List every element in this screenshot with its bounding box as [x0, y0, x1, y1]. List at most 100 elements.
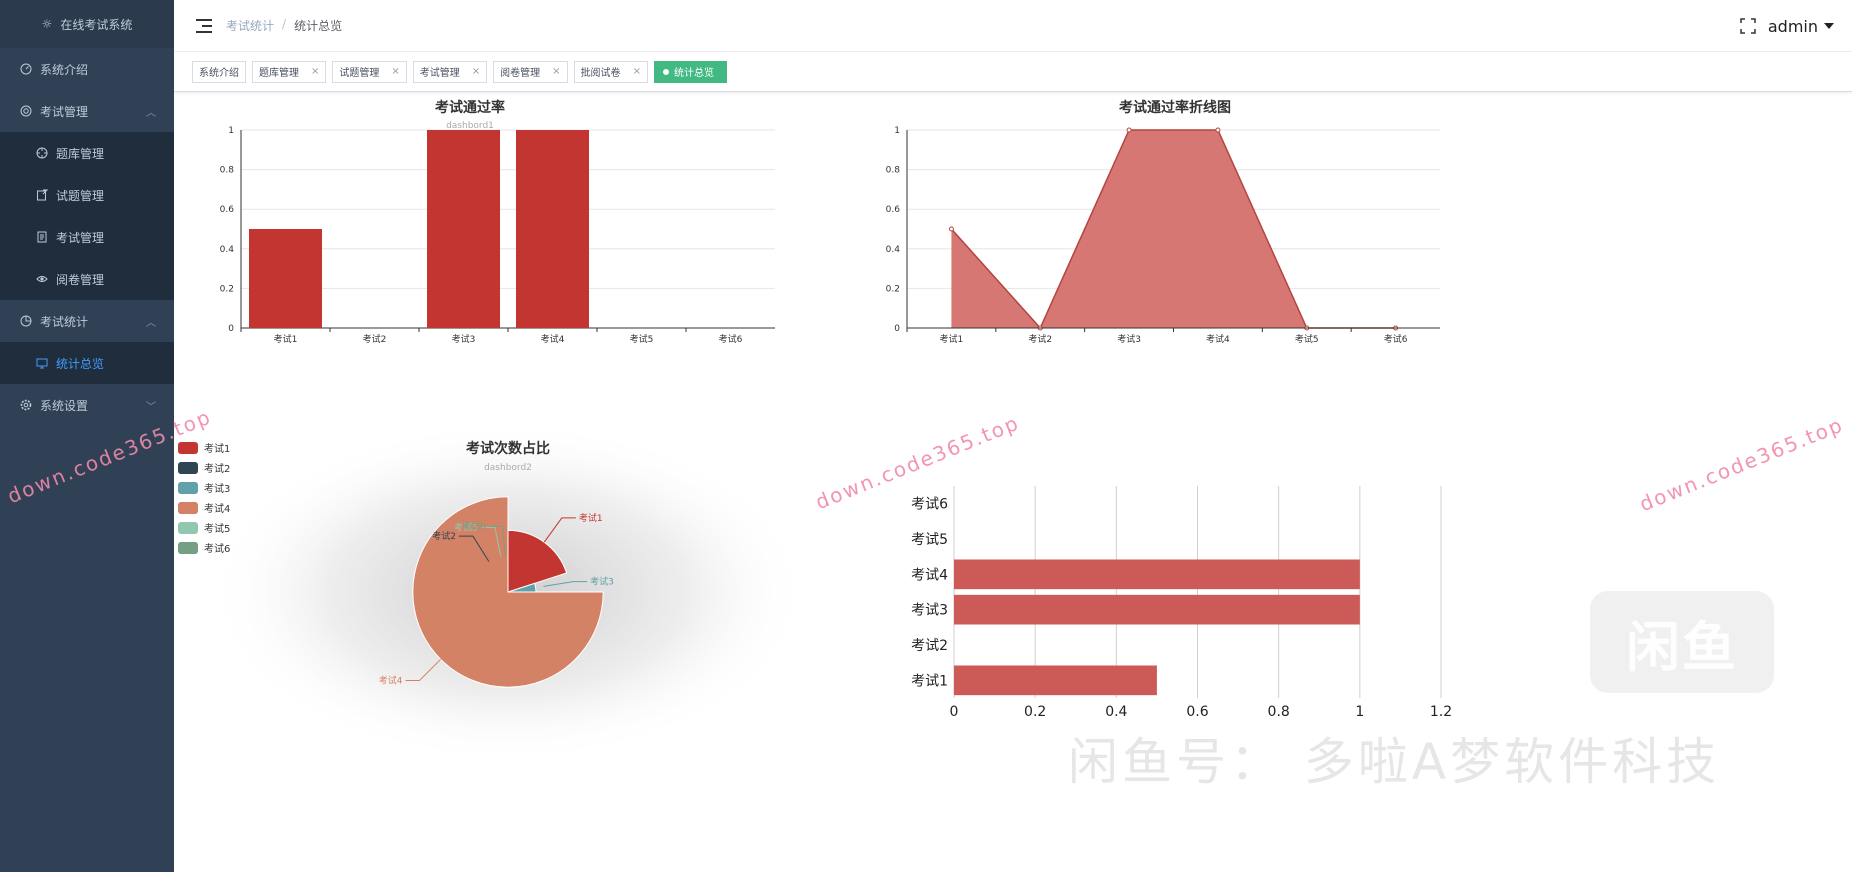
- slice-label: 考试5: [454, 521, 478, 533]
- legend-label: 考试1: [204, 442, 230, 455]
- tag-label: 系统介绍: [199, 68, 239, 79]
- close-icon[interactable]: ×: [311, 66, 320, 77]
- sidebar-item-8[interactable]: 系统设置 ﹀: [0, 384, 174, 426]
- x-tick-label: 考试4: [1206, 333, 1230, 345]
- sidebar-item-3[interactable]: 试题管理: [0, 174, 174, 216]
- user-dropdown[interactable]: admin: [1768, 17, 1834, 36]
- breadcrumb-current: 统计总览: [294, 19, 343, 33]
- sidebar-item-6[interactable]: 考试统计 ︿: [0, 300, 174, 342]
- data-point: [948, 226, 954, 232]
- sidebar-menu: 系统介绍 考试管理 ︿ 题库管理 试题管理 考试管理 阅卷管理 考试统计 ︿ 统计总览 系统设置 ﹀: [0, 48, 174, 426]
- x-tick-label: 考试4: [541, 333, 565, 345]
- tag-label: 批阅试卷: [580, 68, 621, 79]
- sidebar-item-4[interactable]: 考试管理: [0, 216, 174, 258]
- y-tick-label: 考试5: [911, 532, 948, 548]
- chart-subtitle: dashbord2: [484, 463, 532, 473]
- x-tick-label: 考试3: [452, 333, 476, 345]
- username: admin: [1767, 16, 1818, 36]
- tag-2[interactable]: 试题管理 ×: [332, 60, 407, 83]
- x-tick-label: 考试1: [940, 333, 964, 345]
- active-dot-icon: [662, 68, 669, 75]
- sidebar-item-label: 阅卷管理: [56, 272, 105, 287]
- bar: [249, 229, 322, 328]
- x-tick-label: 考试2: [363, 333, 387, 345]
- x-tick-label: 考试3: [1117, 333, 1141, 345]
- tag-label: 统计总览: [673, 68, 714, 79]
- tags-view: 系统介绍 题库管理 × 试题管理 × 考试管理 × 阅卷管理 × 批阅试卷 × 统计总览: [174, 52, 1852, 92]
- breadcrumb-separator: /: [282, 17, 287, 31]
- close-icon[interactable]: ×: [632, 66, 641, 77]
- sidebar-item-1[interactable]: 考试管理 ︿: [0, 90, 174, 132]
- breadcrumb-parent[interactable]: 考试统计: [226, 19, 275, 33]
- navbar: 考试统计 / 统计总览 admin: [174, 0, 1852, 52]
- y-tick-label: 0.8: [886, 166, 901, 176]
- sidebar-item-label: 试题管理: [56, 188, 105, 203]
- y-tick-label: 0.2: [886, 284, 900, 294]
- x-tick-label: 考试6: [1384, 333, 1408, 345]
- data-point: [1126, 127, 1132, 133]
- x-tick-label: 考试2: [1028, 333, 1052, 345]
- label-line: [543, 581, 588, 587]
- y-tick-label: 0.6: [220, 205, 235, 215]
- legend-swatch: [178, 482, 198, 494]
- x-tick-label: 0.6: [1186, 704, 1208, 720]
- x-tick-label: 1.2: [1430, 704, 1452, 720]
- label-line: [543, 517, 576, 543]
- gear-ring-icon: [20, 105, 32, 117]
- sidebar-item-0[interactable]: 系统介绍: [0, 48, 174, 90]
- tag-4[interactable]: 阅卷管理 ×: [493, 60, 568, 83]
- sidebar-item-label: 系统介绍: [40, 62, 89, 77]
- legend-label: 考试5: [204, 522, 230, 535]
- x-tick-label: 0.4: [1105, 704, 1127, 720]
- tag-3[interactable]: 考试管理 ×: [412, 60, 488, 83]
- y-tick-label: 考试3: [911, 603, 948, 619]
- label-line: [488, 525, 506, 557]
- sidebar-item-label: 考试统计: [40, 314, 89, 329]
- pie-slice: [507, 529, 568, 593]
- sidebar: ☼ 在线考试系统 系统介绍 考试管理 ︿ 题库管理 试题管理 考试管理 阅卷管理 考试统计 ︿ 统…: [0, 0, 174, 872]
- close-icon[interactable]: ×: [391, 66, 400, 77]
- tag-5[interactable]: 批阅试卷 ×: [573, 60, 648, 83]
- data-point: [1215, 127, 1221, 133]
- slice-label: 考试6: [462, 520, 486, 532]
- tag-1[interactable]: 题库管理 ×: [252, 60, 327, 83]
- hamburger-icon[interactable]: [196, 18, 212, 33]
- sidebar-item-label: 系统设置: [40, 398, 89, 413]
- y-tick-label: 1: [228, 126, 234, 136]
- chart-title: 考试次数占比: [466, 440, 550, 457]
- legend-label: 考试6: [204, 542, 230, 555]
- legend-label: 考试3: [204, 482, 230, 495]
- breadcrumb: 考试统计 / 统计总览: [226, 17, 342, 34]
- legend-swatch: [178, 502, 198, 514]
- close-icon[interactable]: ×: [552, 66, 561, 77]
- x-tick-label: 考试5: [1295, 333, 1319, 345]
- dashboard-icon: [20, 63, 32, 75]
- y-tick-label: 考试1: [911, 673, 948, 689]
- chart-title: 考试通过率折线图: [1119, 99, 1231, 116]
- y-tick-label: 0: [228, 324, 234, 334]
- tag-0[interactable]: 系统介绍: [192, 60, 246, 83]
- sidebar-item-2[interactable]: 题库管理: [0, 132, 174, 174]
- y-tick-label: 考试2: [911, 638, 948, 654]
- chart-title: 考试通过率: [435, 99, 505, 116]
- pass-rate-area-chart: 考试通过率折线图 0 0.2 0.4 0.6 0.8 1 考试1 考试2 考试3 考试4 考试5 考试6: [850, 92, 1480, 432]
- x-tick-label: 1: [1355, 704, 1364, 720]
- sidebar-item-7[interactable]: 统计总览: [0, 342, 174, 384]
- x-tick-label: 考试1: [274, 333, 298, 345]
- sidebar-item-label: 考试管理: [40, 104, 89, 119]
- y-tick-label: 0: [894, 324, 900, 334]
- pass-rate-hbar-chart: 0 0.2 0.4 0.6 0.8 1 1.2 考试1 考试2 考试3 考试4 考试5 考试6: [890, 470, 1470, 730]
- edit-doc-icon: [36, 189, 48, 201]
- app-logo[interactable]: ☼ 在线考试系统: [0, 0, 174, 48]
- sidebar-item-5[interactable]: 阅卷管理: [0, 258, 174, 300]
- monitor-icon: [36, 357, 48, 369]
- legend-swatch: [178, 522, 198, 534]
- y-tick-label: 0.8: [220, 166, 235, 176]
- fullscreen-icon[interactable]: [1740, 18, 1756, 34]
- app-title: 在线考试系统: [60, 17, 133, 32]
- tag-6[interactable]: 统计总览: [653, 60, 727, 83]
- x-tick-label: 考试6: [719, 333, 743, 345]
- legend-label: 考试2: [204, 462, 230, 475]
- close-icon[interactable]: ×: [471, 66, 481, 77]
- y-tick-label: 0.2: [220, 284, 234, 294]
